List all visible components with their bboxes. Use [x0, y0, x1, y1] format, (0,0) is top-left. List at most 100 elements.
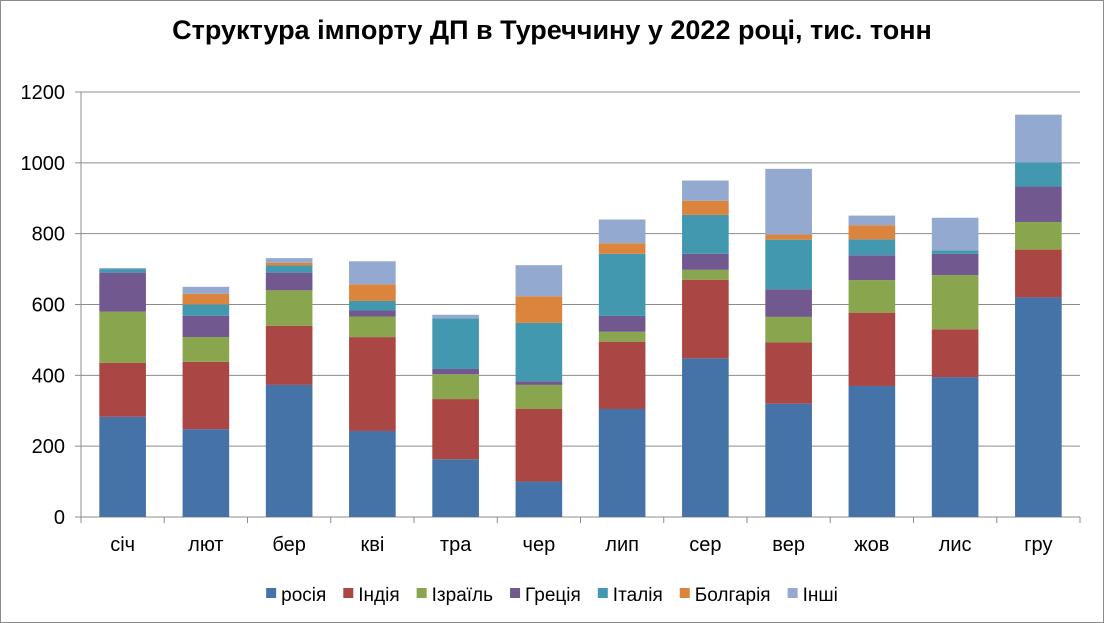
- bar-жов-Італія: [848, 239, 896, 256]
- y-tick-label-1200: 1200: [21, 82, 66, 104]
- bar-чер-Інші: [515, 265, 563, 297]
- bar-вер-Ізраїль: [765, 316, 812, 343]
- bar-гру-Ізраїль: [1015, 221, 1062, 250]
- bar-жов-Болгарія: [848, 225, 896, 240]
- bar-бер-Інші: [265, 258, 313, 263]
- y-tick-label-400: 400: [32, 365, 65, 387]
- x-tick-label-вер: вер: [772, 534, 805, 556]
- bar-гру-Інші: [1015, 114, 1062, 163]
- x-tick-label-бер: бер: [272, 534, 305, 556]
- y-tick-label-200: 200: [32, 436, 65, 458]
- bar-бер-Італія: [265, 265, 313, 273]
- bar-вер-Греція: [765, 289, 812, 317]
- bar-вер-Італія: [765, 239, 812, 290]
- bar-кві-Ізраїль: [349, 316, 396, 338]
- legend-swatch-Індія: [343, 588, 354, 598]
- bar-сер-Ізраїль: [682, 269, 729, 280]
- chart-title: Структура імпорту ДП в Туреччину у 2022 …: [172, 15, 932, 45]
- legend-label-Інші: Інші: [803, 585, 838, 606]
- bar-лют-Болгарія: [182, 293, 230, 305]
- bar-січ-Інші: [99, 268, 146, 270]
- legend-label-Індія: Індія: [358, 585, 399, 606]
- bar-січ-Італія: [99, 269, 146, 273]
- y-tick-label-800: 800: [32, 224, 65, 246]
- bar-чер-Ізраїль: [515, 384, 563, 409]
- x-tick-label-жов: жов: [854, 534, 889, 556]
- bar-тра-Індія: [432, 399, 479, 460]
- bar-вер-Болгарія: [765, 234, 812, 240]
- x-tick-label-лют: лют: [188, 534, 223, 556]
- bar-кві-Індія: [349, 337, 396, 431]
- legend-swatch-Італія: [597, 588, 608, 598]
- bar-лют-Інші: [182, 286, 230, 294]
- bar-жов-Індія: [848, 312, 896, 386]
- bar-лют-Індія: [182, 361, 230, 430]
- bar-чер-Італія: [515, 322, 563, 382]
- bar-гру-Італія: [1015, 162, 1062, 187]
- x-tick-label-тра: тра: [440, 534, 472, 556]
- legend-label-росія: росія: [281, 585, 326, 606]
- bar-лис-Італія: [931, 250, 979, 254]
- bar-січ-Ізраїль: [99, 311, 146, 363]
- bar-сер-Болгарія: [682, 200, 729, 215]
- bar-тра-Греція: [432, 368, 479, 375]
- bar-вер-Інші: [765, 168, 812, 235]
- bar-жов-росія: [848, 385, 896, 517]
- bar-сер-Греція: [682, 253, 729, 270]
- bar-чер-росія: [515, 481, 563, 517]
- legend-swatch-Болгарія: [679, 588, 690, 598]
- bar-тра-росія: [432, 459, 479, 517]
- bar-сер-Італія: [682, 214, 729, 254]
- bar-чер-Індія: [515, 408, 563, 482]
- bar-лис-Греція: [931, 253, 979, 276]
- bar-сер-Інші: [682, 180, 729, 201]
- x-tick-label-кві: кві: [360, 534, 384, 556]
- bar-бер-Індія: [265, 325, 313, 385]
- bar-лис-Індія: [931, 329, 979, 378]
- bar-кві-росія: [349, 430, 396, 517]
- y-tick-label-600: 600: [32, 295, 65, 317]
- bar-сер-росія: [682, 358, 729, 517]
- x-tick-label-лип: лип: [605, 534, 639, 556]
- bar-жов-Інші: [848, 215, 896, 226]
- bar-січ-росія: [99, 416, 146, 517]
- legend-swatch-Ізраїль: [416, 588, 427, 598]
- bar-кві-Інші: [349, 261, 396, 285]
- bar-кві-Болгарія: [349, 284, 396, 301]
- bar-січ-Греція: [99, 272, 146, 312]
- bar-бер-Ізраїль: [265, 290, 313, 326]
- bar-кві-Італія: [349, 300, 396, 311]
- bar-гру-росія: [1015, 297, 1062, 517]
- bar-чер-Греція: [515, 381, 563, 385]
- bar-вер-росія: [765, 403, 812, 517]
- bar-лип-Болгарія: [598, 243, 646, 254]
- legend-label-Болгарія: Болгарія: [695, 585, 771, 606]
- legend-swatch-росія: [266, 588, 277, 598]
- bar-бер-Греція: [265, 272, 313, 291]
- bar-тра-Ізраїль: [432, 374, 479, 400]
- bar-жов-Греція: [848, 255, 896, 281]
- x-tick-label-сер: сер: [689, 534, 721, 556]
- bar-лип-Інші: [598, 219, 646, 244]
- x-tick-label-чер: чер: [523, 534, 556, 556]
- bar-лип-Греція: [598, 315, 646, 332]
- bar-сер-Індія: [682, 279, 729, 359]
- legend-label-Італія: Італія: [613, 585, 663, 606]
- bar-лют-росія: [182, 429, 230, 517]
- legend-label-Греція: Греція: [525, 585, 581, 606]
- y-tick-label-0: 0: [54, 507, 65, 529]
- bar-кві-Греція: [349, 310, 396, 317]
- bar-лис-Ізраїль: [931, 275, 979, 330]
- bar-бер-росія: [265, 384, 313, 517]
- bar-лис-Інші: [931, 217, 979, 251]
- bar-лют-Ізраїль: [182, 337, 230, 362]
- bar-вер-Індія: [765, 342, 812, 404]
- bar-тра-Італія: [432, 318, 479, 369]
- y-tick-label-1000: 1000: [21, 153, 66, 175]
- bar-лис-росія: [931, 377, 979, 517]
- bar-лип-Індія: [598, 341, 646, 409]
- bar-гру-Індія: [1015, 249, 1062, 298]
- bar-лип-Ізраїль: [598, 331, 646, 342]
